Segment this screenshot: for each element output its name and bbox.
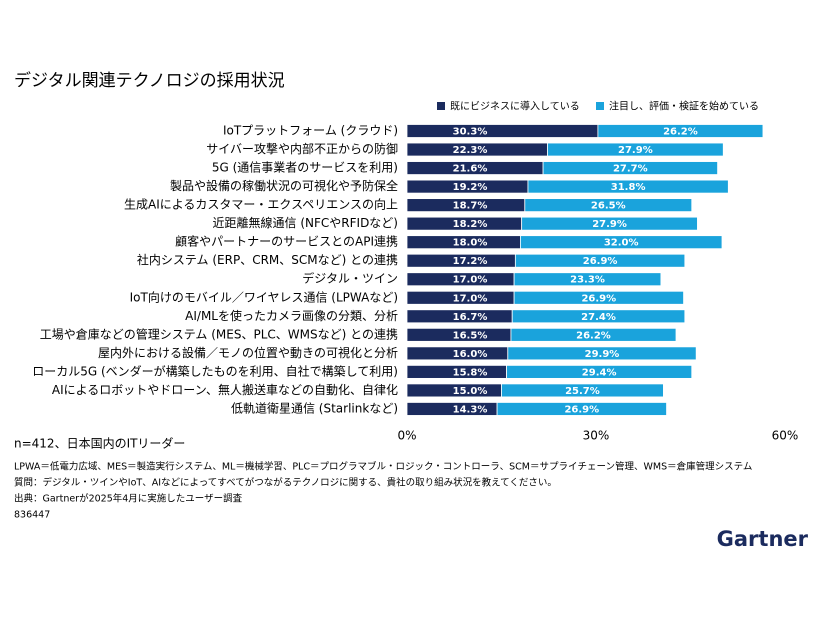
bar-segment bbox=[521, 216, 698, 231]
value-label: 17.0% bbox=[453, 275, 488, 286]
value-label: 21.6% bbox=[453, 164, 488, 175]
value-label: 26.2% bbox=[663, 127, 698, 138]
value-label: 29.9% bbox=[585, 349, 620, 360]
value-label: 18.0% bbox=[453, 238, 488, 249]
value-label: 26.9% bbox=[564, 404, 599, 415]
y-tick-label: デジタル・ツイン bbox=[302, 271, 398, 286]
y-tick-label: ローカル5G (ベンダーが構築したものを利用、自社で構築して利用) bbox=[32, 363, 398, 378]
y-tick-label: IoT向けのモバイル／ワイヤレス通信 (LPWAなど) bbox=[130, 289, 398, 304]
value-label: 26.2% bbox=[576, 330, 611, 341]
footnote: 質問：デジタル・ツインやIoT、AIなどによってすべてがつながるテクノロジに関す… bbox=[14, 477, 557, 489]
value-label: 18.2% bbox=[453, 219, 488, 230]
y-tick-label: 低軌道衛星通信 (Starlinkなど) bbox=[231, 400, 398, 415]
value-label: 26.5% bbox=[591, 201, 626, 212]
value-label: 15.8% bbox=[453, 367, 488, 378]
value-label: 17.0% bbox=[453, 293, 488, 304]
y-tick-label: 屋内外における設備／モノの位置や動きの可視化と分析 bbox=[98, 345, 398, 360]
bar-segment bbox=[524, 198, 693, 213]
y-tick-label: 工場や倉庫などの管理システム (MES、PLC、WMSなど) との連携 bbox=[40, 326, 398, 341]
value-label: 27.7% bbox=[613, 164, 648, 175]
value-label: 16.7% bbox=[453, 312, 488, 323]
value-label: 27.9% bbox=[618, 145, 653, 156]
y-tick-label: 社内システム (ERP、CRM、SCMなど) との連携 bbox=[137, 252, 398, 267]
bar-segment bbox=[496, 402, 667, 416]
y-tick-label: 顧客やパートナーのサービスとのAPI連携 bbox=[175, 234, 398, 249]
y-tick-label: 生成AIによるカスタマー・エクスペリエンスの向上 bbox=[124, 197, 398, 212]
y-tick-label: 近距離無線通信 (NFCやRFIDなど) bbox=[213, 215, 398, 230]
y-tick-label: IoTプラットフォーム (クラウド) bbox=[223, 124, 398, 138]
value-label: 17.2% bbox=[453, 256, 488, 267]
value-label: 32.0% bbox=[604, 238, 639, 249]
legend-label: 注目し、評価・検証を始めている bbox=[609, 100, 759, 113]
x-tick-label: 60% bbox=[772, 429, 799, 443]
legend-swatch bbox=[437, 102, 445, 110]
bar-segment bbox=[542, 161, 718, 175]
value-label: 23.3% bbox=[570, 275, 605, 286]
y-tick-label: 5G (通信事業者のサービスを利用) bbox=[212, 161, 398, 175]
value-label: 26.9% bbox=[583, 256, 618, 267]
value-label: 26.9% bbox=[581, 293, 616, 304]
value-label: 25.7% bbox=[565, 386, 600, 397]
bar-segment bbox=[513, 272, 662, 287]
value-label: 31.8% bbox=[611, 182, 646, 193]
footnote: 出典：Gartnerが2025年4月に実施したユーザー調査 bbox=[14, 493, 243, 505]
footnote: 836447 bbox=[14, 510, 50, 521]
bar-segment bbox=[547, 142, 724, 157]
value-label: 27.4% bbox=[581, 312, 616, 323]
legend-swatch bbox=[596, 102, 604, 110]
value-label: 27.9% bbox=[592, 219, 627, 230]
y-tick-label: AI/MLを使ったカメラ画像の分類、分析 bbox=[185, 308, 398, 323]
value-label: 15.0% bbox=[453, 386, 488, 397]
logo: Gartner bbox=[717, 527, 809, 551]
value-label: 19.2% bbox=[453, 182, 488, 193]
bar-segment bbox=[514, 253, 686, 268]
chart-title: デジタル関連テクノロジの採用状況 bbox=[14, 70, 285, 91]
bar-segment bbox=[406, 124, 599, 138]
y-tick-label: 製品や設備の稼働状況の可視化や予防保全 bbox=[170, 178, 398, 193]
bar-segment bbox=[597, 124, 764, 138]
bar-segment bbox=[506, 364, 693, 379]
bar-segment bbox=[510, 327, 677, 342]
y-tick-label: サイバー攻撃や内部不正からの防御 bbox=[206, 141, 398, 156]
bar-segment bbox=[507, 346, 697, 361]
bar-segment bbox=[513, 290, 684, 305]
value-label: 29.4% bbox=[582, 367, 617, 378]
bar-segment bbox=[501, 383, 664, 398]
value-label: 22.3% bbox=[453, 145, 488, 156]
y-tick-label: AIによるロボットやドローン、無人搬送車などの自動化、自律化 bbox=[52, 382, 398, 397]
legend-label: 既にビジネスに導入している bbox=[450, 100, 580, 113]
value-label: 18.7% bbox=[453, 201, 488, 212]
value-label: 16.5% bbox=[453, 330, 488, 341]
value-label: 14.3% bbox=[453, 404, 488, 415]
footnote: LPWA＝低電力広域、MES＝製造実行システム、ML＝機械学習、PLC＝プログラ… bbox=[14, 461, 752, 473]
sample-note: n=412、日本国内のITリーダー bbox=[14, 436, 185, 451]
bar-segment bbox=[511, 309, 686, 324]
bar-segment bbox=[527, 179, 729, 194]
bar-segment bbox=[520, 235, 723, 250]
x-tick-label: 0% bbox=[397, 429, 416, 443]
value-label: 16.0% bbox=[453, 349, 488, 360]
x-tick-label: 30% bbox=[583, 429, 610, 443]
value-label: 30.3% bbox=[453, 127, 488, 138]
